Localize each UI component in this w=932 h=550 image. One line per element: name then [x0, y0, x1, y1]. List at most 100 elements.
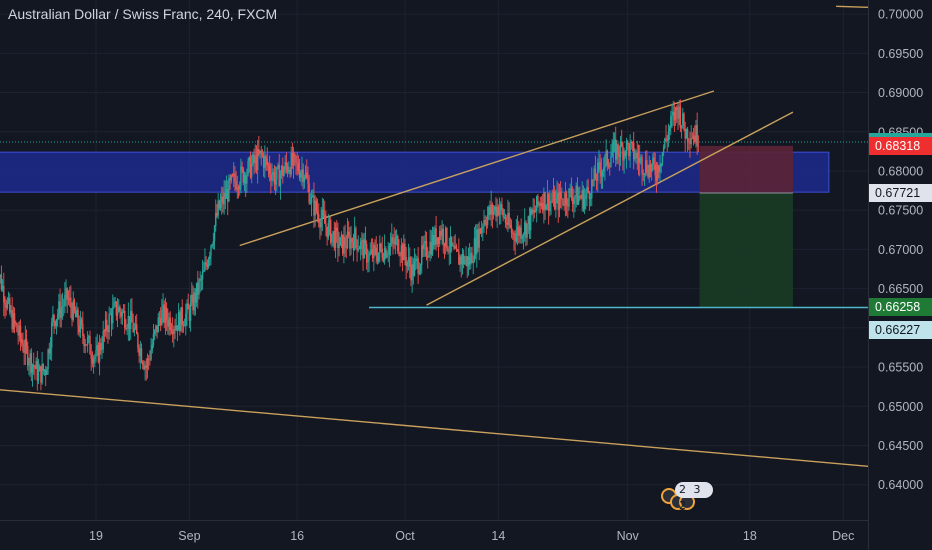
candle-body [591, 179, 593, 199]
candle-body [37, 371, 40, 381]
candle-body [115, 301, 118, 316]
candle-body [207, 259, 210, 267]
ideas-count[interactable]: 2 3 2 [675, 482, 713, 512]
candle-body [425, 241, 428, 257]
candle-body [286, 166, 289, 172]
candle-body [327, 222, 330, 238]
candle-body [253, 154, 255, 163]
candle-body [140, 348, 143, 363]
x-tick-label: Sep [178, 529, 200, 543]
candle-body [618, 154, 621, 157]
candle-body [267, 164, 270, 166]
candle-body [595, 179, 598, 181]
candle-body [73, 300, 76, 311]
candle-body [49, 347, 52, 354]
candle-body [647, 172, 649, 178]
candle-body [119, 306, 121, 312]
candle-body [330, 219, 332, 243]
candle-body [239, 185, 241, 190]
candle-body [678, 106, 680, 119]
candle-body [74, 310, 77, 318]
candle-body [356, 240, 358, 251]
candle-body [147, 358, 150, 360]
candle-body [127, 315, 130, 329]
candle-body [349, 235, 351, 249]
candle-body [373, 245, 375, 259]
candle-body [434, 228, 436, 246]
candle-body [380, 243, 382, 249]
candle-body [656, 165, 659, 181]
candle-body [441, 228, 443, 236]
candle-body [194, 292, 197, 303]
candle-body [318, 213, 320, 223]
y-tick-label: 0.66500 [878, 282, 923, 296]
candle-body [150, 350, 152, 360]
candle-body [418, 271, 421, 274]
candle-body [482, 227, 484, 229]
candle-body [277, 165, 279, 168]
candle-body [66, 288, 68, 300]
candle-body [218, 200, 221, 209]
candle-body [524, 222, 526, 235]
candle-body [176, 325, 179, 331]
candle-body [537, 195, 539, 205]
candle-body [379, 243, 381, 253]
candle-body [108, 313, 110, 333]
candle-body [302, 169, 304, 182]
candle-body [71, 307, 73, 320]
candle-body [192, 294, 194, 311]
candle-body [574, 196, 576, 200]
candle-body [334, 227, 337, 248]
candle-body [407, 257, 410, 262]
candle-body [543, 192, 545, 211]
ideas-avatars[interactable]: 2 3 2 [661, 482, 713, 518]
candle-body [452, 245, 454, 247]
candle-body [85, 344, 88, 346]
candle-body [16, 324, 18, 332]
candle-body [437, 237, 440, 244]
candle-body [638, 157, 641, 163]
candle-body [138, 347, 140, 356]
candle-body [585, 193, 587, 199]
candle-body [19, 325, 22, 340]
candle-body [7, 297, 10, 301]
candle-body [562, 198, 564, 204]
candle-body [84, 344, 86, 347]
candle-body [600, 170, 603, 177]
candle-body [576, 185, 579, 205]
candle-body [215, 212, 217, 227]
candle-body [249, 157, 252, 178]
candle-body [149, 358, 151, 360]
y-tick-label: 0.65000 [878, 400, 923, 414]
candle-body [427, 256, 429, 258]
candle-body [662, 147, 665, 153]
candle-body [237, 187, 240, 190]
candle-body [164, 307, 167, 323]
candle-body [458, 251, 460, 265]
candle-body [494, 206, 496, 211]
candle-body [552, 191, 555, 202]
candle-body [100, 343, 102, 351]
candle-body [538, 203, 540, 205]
candle-body [539, 203, 541, 206]
candle-body [273, 172, 276, 185]
candle-body [288, 170, 290, 172]
candle-body [291, 152, 294, 166]
candle-body [355, 228, 357, 241]
candle-body [353, 228, 356, 250]
candle-body [484, 220, 486, 224]
candle-body [188, 309, 191, 321]
candle-body [362, 240, 364, 259]
candle-body [588, 191, 591, 199]
candle-body [341, 234, 344, 254]
candle-body [90, 354, 92, 359]
candle-body [229, 178, 231, 181]
candle-body [508, 213, 510, 225]
trendline-channel-bottom [426, 111, 794, 306]
candle-body [308, 183, 310, 204]
candle-body [186, 303, 188, 314]
candle-body [13, 313, 16, 323]
candle-body [648, 164, 650, 178]
